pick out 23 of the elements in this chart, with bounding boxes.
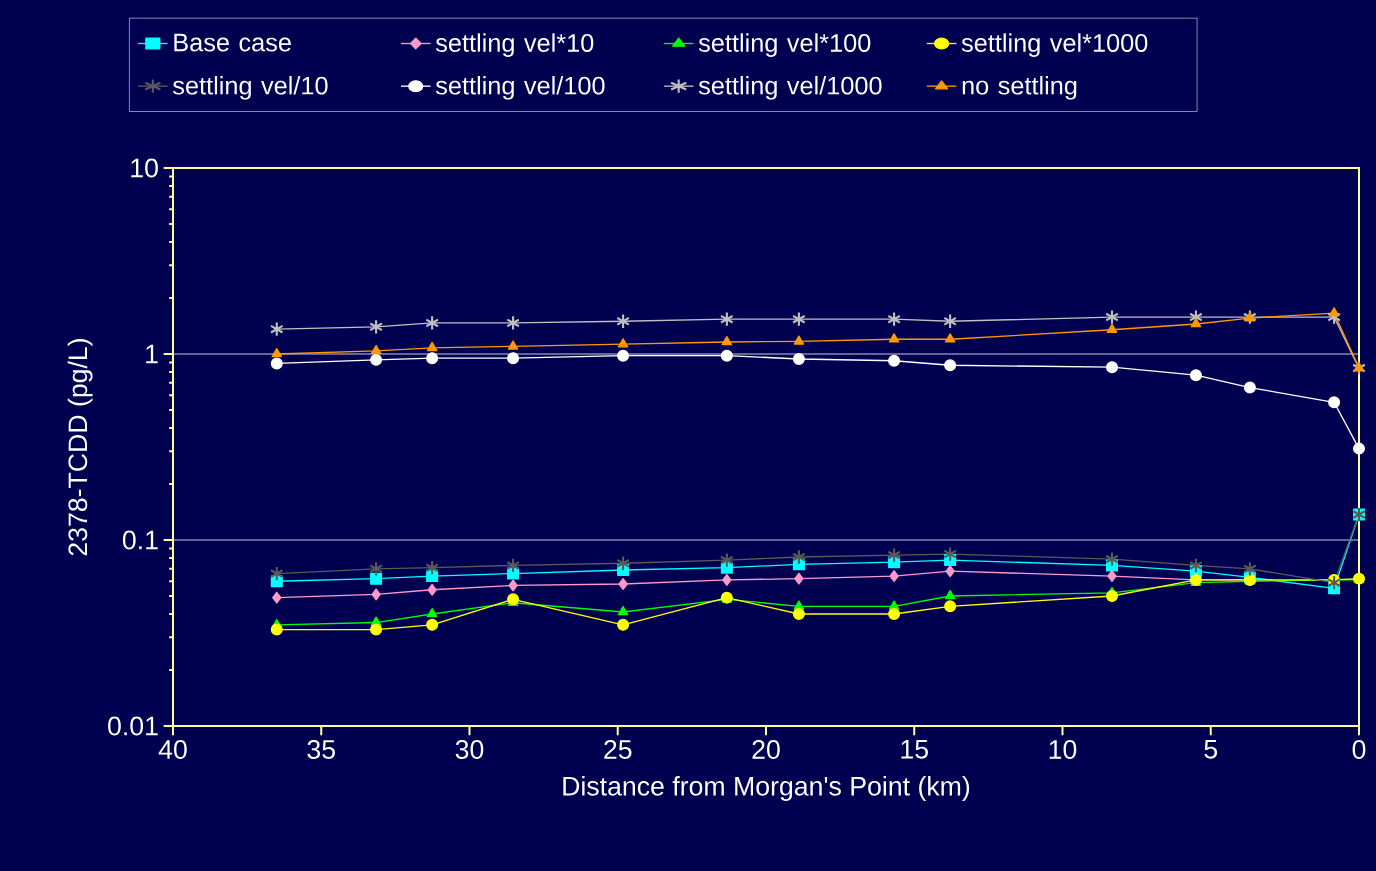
y-tick-label: 1 — [146, 344, 158, 364]
x-tick-label: 5 — [1204, 740, 1218, 759]
legend-label: settling vel/100 — [435, 75, 605, 100]
legend-label: Base case — [174, 33, 291, 52]
x-tick-label: 25 — [604, 740, 632, 759]
x-tick-label: 0 — [1352, 740, 1366, 759]
y-axis-title: 2378-TCDD (pg/L) — [67, 339, 93, 556]
legend-label: settling vel*100 — [698, 33, 871, 57]
x-axis-title: Distance from Morgan's Point (km) — [563, 776, 970, 801]
legend-label: settling vel*1000 — [961, 33, 1148, 57]
legend-label: settling vel*10 — [435, 33, 594, 57]
legend-label: no settling — [962, 75, 1077, 100]
x-tick-label: 10 — [1049, 740, 1077, 759]
y-tick-label: 10 — [131, 158, 158, 178]
y-tick-label: 0.1 — [122, 530, 158, 550]
x-tick-label: 15 — [901, 740, 928, 759]
y-tick-label: 0.01 — [108, 716, 158, 736]
x-tick-label: 30 — [455, 740, 484, 759]
x-tick-label: 35 — [307, 740, 335, 759]
x-tick-label: 40 — [158, 740, 187, 759]
legend-label: settling vel/10 — [173, 75, 328, 100]
legend-label: settling vel/1000 — [698, 75, 882, 100]
x-tick-label: 20 — [752, 740, 780, 759]
